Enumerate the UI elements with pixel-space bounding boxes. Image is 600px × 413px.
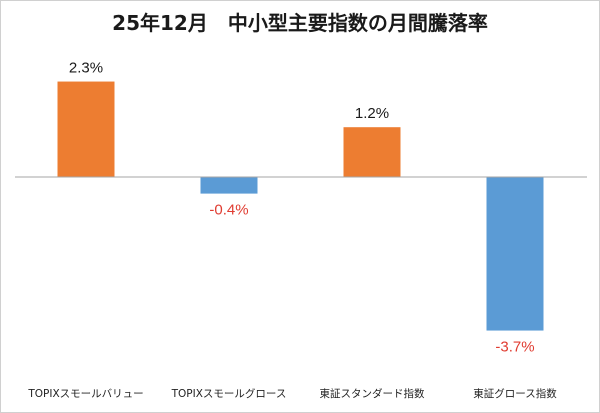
- value-labels-group: 2.3% -0.4% 1.2% -3.7%: [69, 60, 535, 356]
- bar-4: [486, 177, 544, 331]
- bar-3: [343, 127, 401, 177]
- bars-group: [57, 81, 544, 331]
- category-label-4: 東証グロース指数: [473, 387, 557, 400]
- category-labels-group: TOPIXスモールバリュー TOPIXスモールグロース 東証スタンダード指数 東証グロ…: [27, 387, 557, 400]
- category-label-1: TOPIXスモールバリュー: [27, 388, 143, 400]
- value-label-3: 1.2%: [355, 105, 389, 122]
- value-label-2: -0.4%: [209, 202, 248, 219]
- value-label-1: 2.3%: [69, 60, 103, 77]
- category-label-3: 東証スタンダード指数: [320, 387, 425, 400]
- value-label-4: -3.7%: [495, 339, 534, 356]
- category-label-2: TOPIXスモールグロース: [171, 387, 287, 400]
- bar-1: [57, 81, 115, 177]
- chart-title: 25年12月 中小型主要指数の月間騰落率: [112, 11, 488, 35]
- bar-2: [200, 177, 258, 194]
